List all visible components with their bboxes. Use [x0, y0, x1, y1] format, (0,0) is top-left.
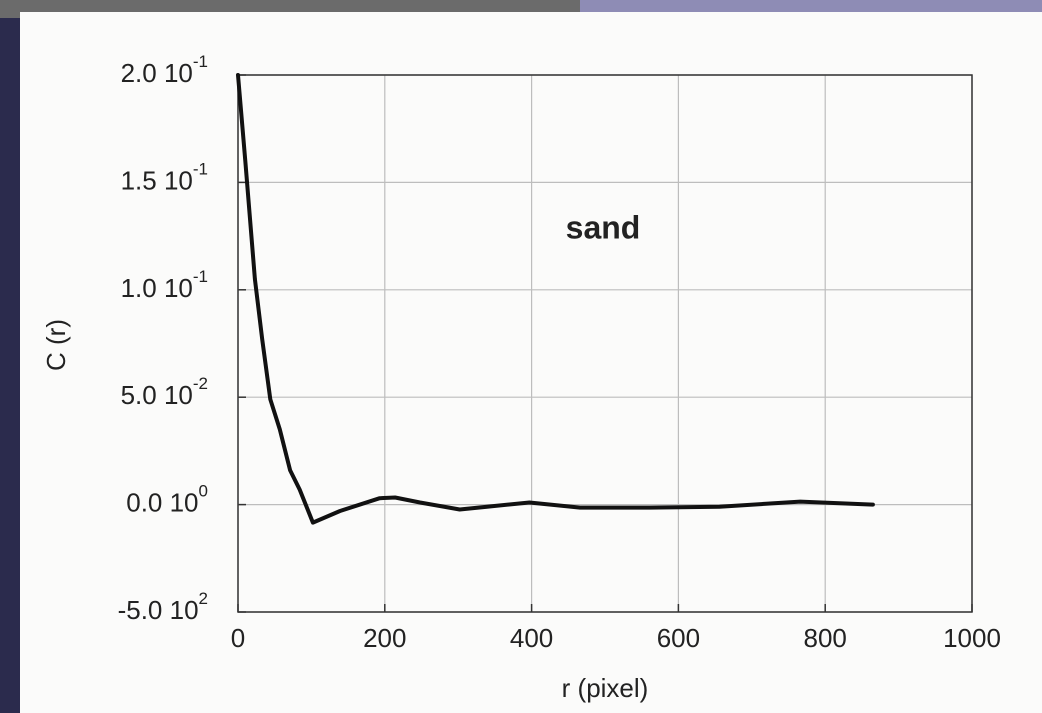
y-tick-label-base: 1.5 10 [121, 165, 193, 195]
plot-frame [237, 74, 973, 613]
x-tick-label: 800 [804, 623, 847, 653]
y-tick-label-exponent: -2 [193, 375, 208, 394]
y-tick-label: 2.0 10-1 [121, 52, 208, 87]
annotation: sand [566, 209, 641, 245]
x-tick-label: 400 [510, 623, 553, 653]
y-tick-label: -5.0 102 [118, 589, 208, 624]
x-tick-label: 1000 [943, 623, 1001, 653]
data-line [236, 73, 875, 525]
y-axis-label: C (r) [41, 319, 71, 371]
y-tick-label-exponent: -1 [193, 160, 208, 179]
y-tick-label: 1.5 10-1 [121, 160, 208, 195]
y-tick-label: 5.0 10-2 [121, 375, 208, 410]
y-tick-label: 1.0 10-1 [121, 267, 208, 302]
y-tick-label-exponent: 2 [199, 589, 208, 608]
y-tick-label-base: 5.0 10 [121, 380, 193, 410]
y-tick-label-base: 0.0 10 [126, 487, 198, 517]
y-tick-label: 0.0 100 [126, 482, 208, 517]
y-tick-label-base: -5.0 10 [118, 595, 199, 625]
x-tick-label: 0 [231, 623, 245, 653]
y-tick-label-exponent: -1 [193, 267, 208, 286]
y-tick-label-exponent: 0 [199, 482, 208, 501]
y-tick-label-exponent: -1 [193, 52, 208, 71]
y-tick-label-base: 2.0 10 [121, 58, 193, 88]
x-tick-label: 200 [363, 623, 406, 653]
x-tick-label: 600 [657, 623, 700, 653]
y-tick-label-base: 1.0 10 [121, 273, 193, 303]
x-axis-label: r (pixel) [562, 673, 649, 703]
